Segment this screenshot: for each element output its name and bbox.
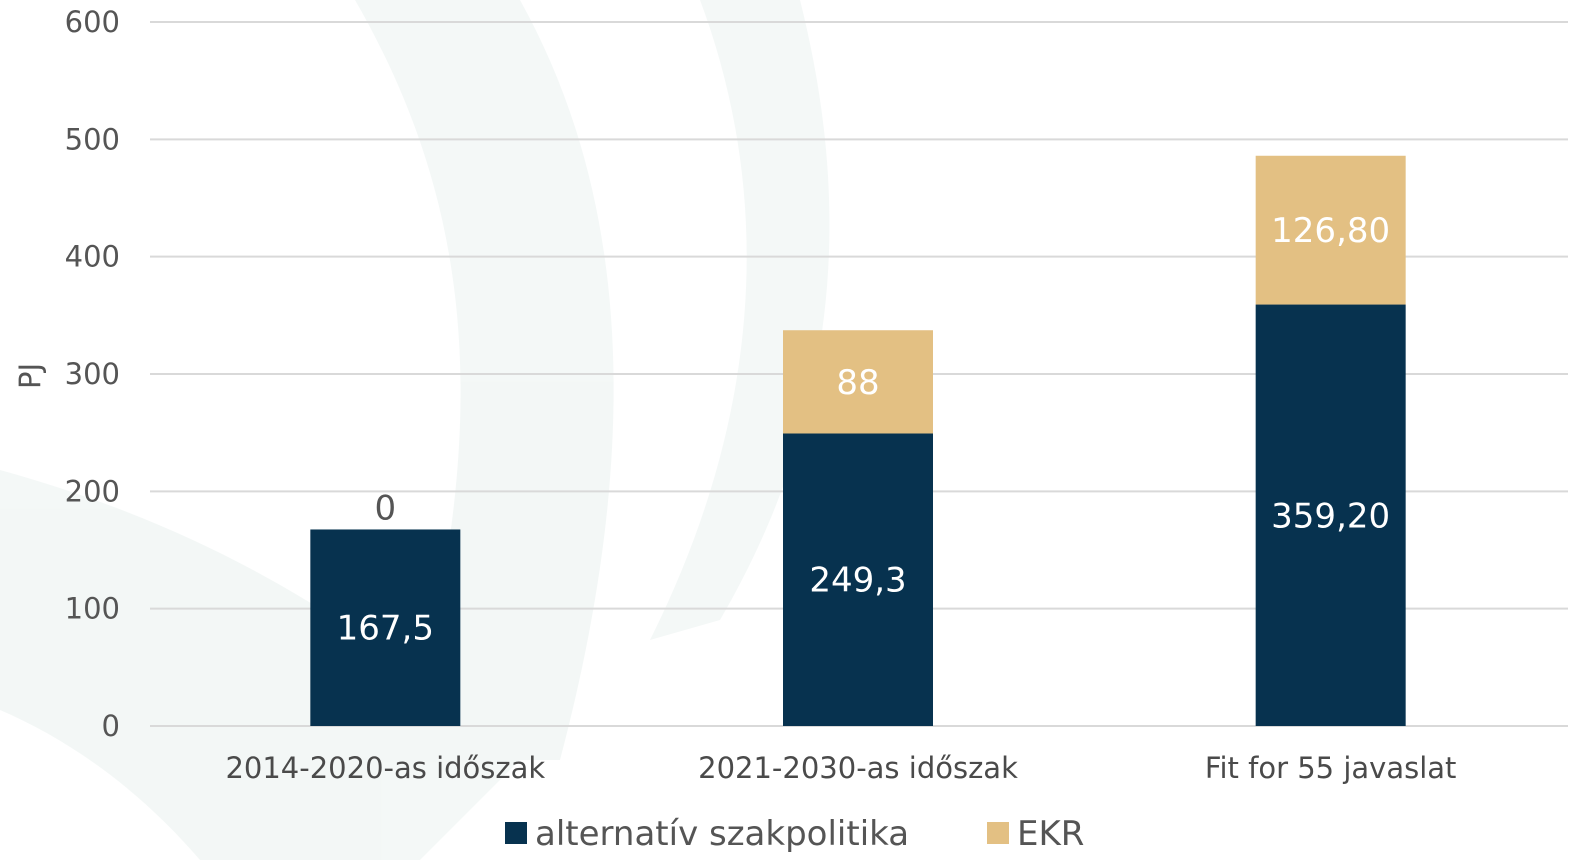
bar-alternative-policy — [1255, 304, 1406, 726]
data-label: 126,80 — [1271, 211, 1390, 251]
legend-swatch-alternative-policy — [505, 822, 527, 844]
bars: 167,5 0 249,3 88 359,20 126,80 — [310, 155, 1406, 726]
y-tick-label: 100 — [65, 592, 120, 626]
data-label: 249,3 — [809, 561, 906, 601]
x-axis-category-labels: 2014-2020-as időszak 2021-2030-as időszak… — [225, 751, 1456, 785]
data-label: 167,5 — [337, 609, 434, 649]
data-label: 0 — [375, 488, 397, 528]
bar-alternative-policy — [310, 529, 461, 726]
background-watermark — [0, 0, 830, 860]
x-category-label: 2014-2020-as időszak — [225, 751, 545, 785]
legend-label: alternatív szakpolitika — [535, 814, 909, 854]
x-category-label: 2021-2030-as időszak — [698, 751, 1018, 785]
y-tick-label: 200 — [65, 474, 120, 508]
y-axis-ticks: 0 100 200 300 400 500 600 — [65, 5, 120, 743]
y-tick-label: 0 — [102, 709, 120, 743]
legend: alternatív szakpolitika EKR — [505, 814, 1084, 854]
data-label: 88 — [836, 363, 879, 403]
data-label: 359,20 — [1271, 496, 1390, 536]
bar-ekr — [1255, 155, 1406, 305]
y-tick-label: 300 — [65, 357, 120, 391]
y-tick-label: 400 — [65, 240, 120, 274]
y-tick-label: 500 — [65, 122, 120, 156]
bar-alternative-policy — [783, 433, 933, 726]
bar-ekr — [783, 330, 933, 434]
y-axis-label: PJ — [13, 363, 47, 389]
y-tick-label: 600 — [65, 5, 120, 39]
legend-swatch-ekr — [987, 822, 1009, 844]
x-category-label: Fit for 55 javaslat — [1205, 751, 1457, 785]
legend-label: EKR — [1017, 814, 1084, 854]
